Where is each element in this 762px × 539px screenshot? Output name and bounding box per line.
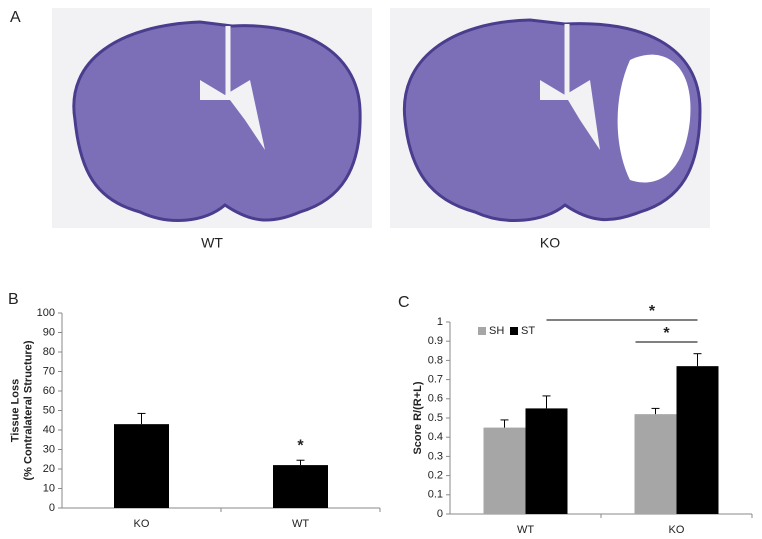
y-tick-label: 100 [37,307,55,319]
y-tick-label: 30 [43,443,55,455]
y-tick-label: 0.7 [428,374,443,386]
y-tick-label: 0.8 [428,354,443,366]
y-axis-label: Score R/(R+L) [412,381,424,454]
significance-mark: * [649,303,656,320]
brain-image-wt [52,8,372,228]
x-tick-label: WT [517,524,534,536]
y-tick-label: 60 [43,385,55,397]
x-tick-label: WT [292,518,309,530]
y-tick-label: 0 [49,502,55,514]
bar [114,424,169,508]
y-tick-label: 0 [437,508,443,520]
legend-swatch [478,327,486,335]
y-tick-label: 40 [43,424,55,436]
y-tick-label: 50 [43,404,55,416]
bar [483,427,526,514]
significance-mark: * [663,325,670,342]
bar [676,366,719,514]
y-tick-label: 20 [43,463,55,475]
y-tick-label: 0.9 [428,335,443,347]
y-tick-label: 0.3 [428,450,443,462]
panel-label: B [8,291,19,308]
y-axis-label: (% Contralateral Structure) [22,340,34,480]
panel-label: A [10,9,21,26]
y-tick-label: 0.1 [428,489,443,501]
bar [525,408,568,514]
legend-label: SH [489,325,504,337]
y-tick-label: 1 [437,316,443,328]
bar [634,414,677,514]
bar [273,465,328,508]
brain-image-ko [390,8,710,228]
y-tick-label: 80 [43,346,55,358]
y-tick-label: 0.6 [428,393,443,405]
image-caption: KO [540,235,560,251]
legend-label: ST [521,325,535,337]
x-tick-label: KO [134,518,150,530]
panel-label: C [398,294,410,311]
significance-mark: * [297,437,304,454]
y-tick-label: 0.2 [428,470,443,482]
y-tick-label: 90 [43,326,55,338]
image-caption: WT [201,235,223,251]
y-axis-label: Tissue Loss [9,379,21,442]
y-tick-label: 0.5 [428,412,443,424]
x-tick-label: KO [669,524,685,536]
y-tick-label: 0.4 [428,431,443,443]
legend-swatch [510,327,518,335]
y-tick-label: 10 [43,482,55,494]
y-tick-label: 70 [43,365,55,377]
